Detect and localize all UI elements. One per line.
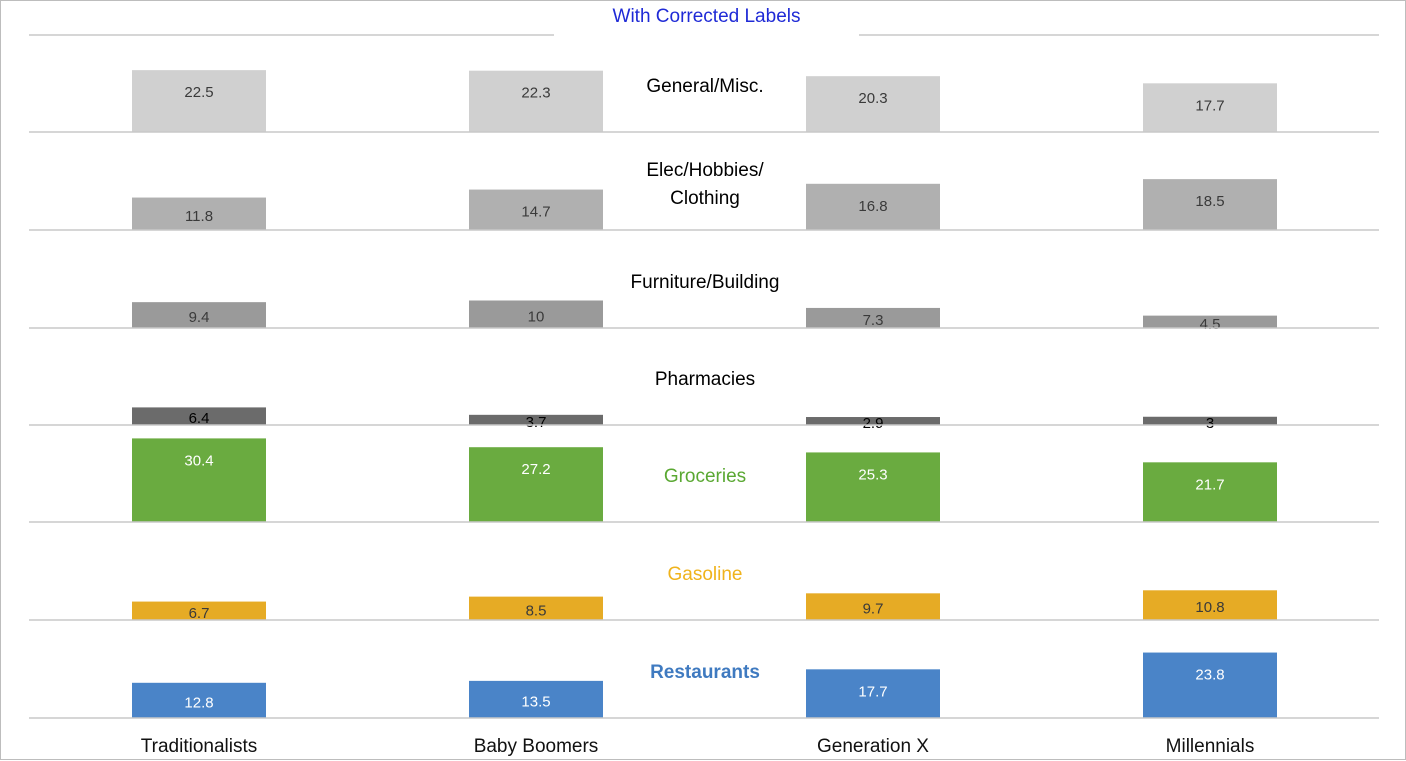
series-label-restaurants: Restaurants <box>650 662 760 683</box>
series-label-pharmacies: Pharmacies <box>655 369 755 390</box>
data-label-general-misc-millennials: 17.7 <box>1195 97 1224 114</box>
data-label-elec-hobbies-clothing-millennials: 18.5 <box>1195 193 1224 210</box>
bar-furniture-building-millennials <box>1143 315 1277 328</box>
bar-groceries-generation-x <box>806 452 940 522</box>
bar-general-misc-baby-boomers <box>469 70 603 132</box>
data-label-gasoline-baby-boomers: 8.5 <box>526 602 547 619</box>
bar-pharmacies-traditionalists <box>132 407 266 425</box>
bar-general-misc-generation-x <box>806 76 940 132</box>
bar-pharmacies-millennials <box>1143 416 1277 425</box>
data-label-restaurants-generation-x: 17.7 <box>858 683 887 700</box>
bar-gasoline-millennials <box>1143 590 1277 620</box>
data-label-groceries-generation-x: 25.3 <box>858 466 887 483</box>
bar-furniture-building-traditionalists <box>132 302 266 328</box>
bar-pharmacies-baby-boomers <box>469 414 603 425</box>
data-label-general-misc-generation-x: 20.3 <box>858 90 887 107</box>
data-label-pharmacies-generation-x: 2.9 <box>863 415 884 432</box>
bar-gasoline-traditionalists <box>132 601 266 620</box>
bar-furniture-building-generation-x <box>806 307 940 328</box>
bar-groceries-millennials <box>1143 462 1277 522</box>
bar-gasoline-baby-boomers <box>469 596 603 620</box>
bar-gasoline-generation-x <box>806 593 940 620</box>
x-tick-label-generation-x: Generation X <box>817 736 929 757</box>
data-label-gasoline-millennials: 10.8 <box>1195 599 1224 616</box>
bar-groceries-traditionalists <box>132 438 266 522</box>
bar-general-misc-millennials <box>1143 83 1277 132</box>
data-label-elec-hobbies-clothing-generation-x: 16.8 <box>858 198 887 215</box>
data-label-elec-hobbies-clothing-baby-boomers: 14.7 <box>521 204 550 221</box>
series-label-groceries: Groceries <box>664 466 746 487</box>
bar-groceries-baby-boomers <box>469 447 603 522</box>
data-label-pharmacies-traditionalists: 6.4 <box>189 410 210 427</box>
data-label-pharmacies-millennials: 3 <box>1206 415 1214 432</box>
data-label-furniture-building-traditionalists: 9.4 <box>189 309 210 326</box>
series-label-furniture-building: Furniture/Building <box>631 272 780 293</box>
x-tick-label-traditionalists: Traditionalists <box>141 736 258 757</box>
data-label-furniture-building-millennials: 4.5 <box>1200 316 1221 333</box>
data-label-general-misc-traditionalists: 22.5 <box>184 84 213 101</box>
data-label-furniture-building-baby-boomers: 10 <box>528 308 545 325</box>
series-label-gasoline: Gasoline <box>668 564 743 585</box>
data-label-general-misc-baby-boomers: 22.3 <box>521 85 550 102</box>
bar-elec-hobbies-clothing-millennials <box>1143 179 1277 230</box>
series-label-general-misc: General/Misc. <box>646 76 763 97</box>
data-label-groceries-traditionalists: 30.4 <box>184 452 213 469</box>
data-label-restaurants-traditionalists: 12.8 <box>184 694 213 711</box>
data-label-gasoline-generation-x: 9.7 <box>863 601 884 618</box>
bar-elec-hobbies-clothing-traditionalists <box>132 197 266 230</box>
data-label-furniture-building-generation-x: 7.3 <box>863 312 884 329</box>
data-label-gasoline-traditionalists: 6.7 <box>189 605 210 622</box>
bar-restaurants-baby-boomers <box>469 680 603 718</box>
x-tick-label-baby-boomers: Baby Boomers <box>474 736 599 757</box>
chart-title: With Corrected Labels <box>612 6 801 27</box>
data-label-groceries-baby-boomers: 27.2 <box>521 461 550 478</box>
bar-elec-hobbies-clothing-baby-boomers <box>469 189 603 230</box>
data-label-restaurants-baby-boomers: 13.5 <box>521 693 550 710</box>
bar-elec-hobbies-clothing-generation-x <box>806 183 940 230</box>
data-label-pharmacies-baby-boomers: 3.7 <box>526 414 547 431</box>
bar-restaurants-generation-x <box>806 669 940 718</box>
x-tick-label-millennials: Millennials <box>1166 736 1255 757</box>
series-label-elec-hobbies-clothing: Elec/Hobbies/Clothing <box>646 160 764 209</box>
bar-furniture-building-baby-boomers <box>469 300 603 328</box>
bar-pharmacies-generation-x <box>806 417 940 425</box>
data-label-elec-hobbies-clothing-traditionalists: 11.8 <box>185 208 213 225</box>
bar-restaurants-traditionalists <box>132 682 266 718</box>
data-label-restaurants-millennials: 23.8 <box>1195 667 1224 684</box>
data-label-groceries-millennials: 21.7 <box>1195 476 1224 493</box>
bar-restaurants-millennials <box>1143 652 1277 718</box>
bar-general-misc-traditionalists <box>132 70 266 132</box>
